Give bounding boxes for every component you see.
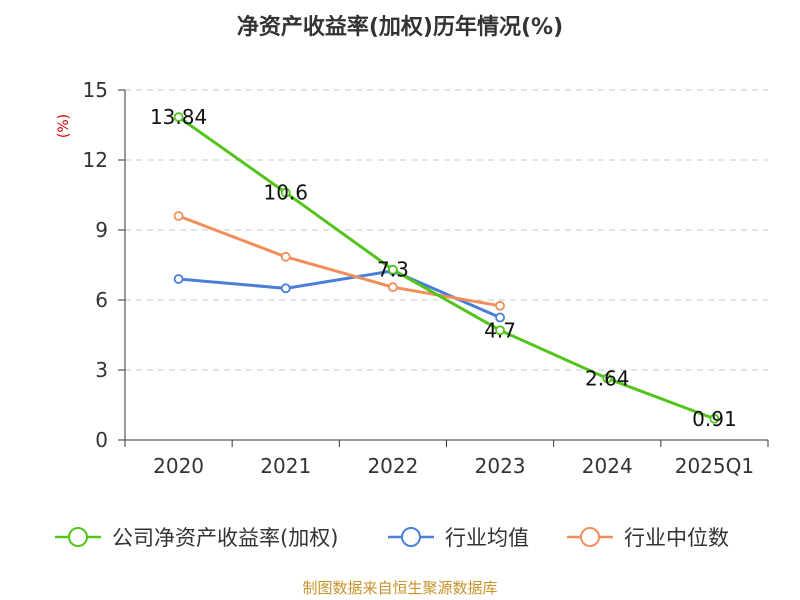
data-point-s2-2020: [173, 211, 184, 221]
data-point-s0-2022: [388, 264, 398, 275]
data-label-2022: 7.3: [377, 258, 409, 282]
y-tick-label-15: 15: [83, 78, 108, 102]
data-point-s2-2022: [388, 282, 398, 293]
data-point-s0-2024: [602, 373, 613, 384]
legend-marker-2: [580, 527, 600, 547]
data-point-s0-2021: [280, 187, 291, 198]
y-axis-unit: (%): [56, 114, 72, 138]
data-point-s2-2023: [495, 300, 505, 311]
source-note: 制图数据来自恒生聚源数据库: [302, 579, 497, 597]
x-tick-label-2025Q1: 2025Q1: [675, 454, 754, 478]
data-label-2024: 2.64: [585, 366, 630, 390]
legend-marker-1: [401, 527, 421, 547]
legend-marker-0: [68, 527, 88, 547]
legend: 公司净资产收益率(加权) 行业均值 行业中位数: [55, 526, 729, 550]
axes: 0 3 6 9 12 15 2020 2021 2022 2023 2024 2025Q1: [83, 78, 769, 478]
data-point-s0-2023: [495, 325, 505, 336]
series-points: [173, 112, 720, 424]
x-tick-label-2022: 2022: [367, 454, 418, 478]
data-label-2020: 13.84: [150, 105, 207, 129]
data-point-s0-2025Q1: [709, 413, 720, 424]
chart-title: 净资产收益率(加权)历年情况(%): [237, 14, 563, 40]
y-tick-label-0: 0: [95, 428, 108, 452]
data-point-s2-2021: [280, 251, 291, 262]
x-tick-label-2024: 2024: [582, 454, 633, 478]
data-label-2023: 4.7: [484, 318, 516, 342]
y-tick-label-3: 3: [95, 358, 108, 382]
series-line-2: [178, 214, 501, 308]
data-point-s1-2020: [173, 274, 184, 284]
legend-label-1: 行业均值: [445, 526, 529, 550]
x-tick-label-2021: 2021: [260, 454, 311, 478]
series-lines: [177, 115, 715, 421]
data-label-2021: 10.6: [263, 181, 308, 205]
data-point-s0-2020: [173, 112, 184, 122]
series-line-1: [178, 269, 501, 319]
grid-lines: [125, 89, 768, 371]
y-tick-label-9: 9: [95, 218, 108, 242]
y-tick-label-12: 12: [83, 148, 108, 172]
data-label-2025Q1: 0.91: [692, 407, 737, 431]
y-tick-label-6: 6: [95, 288, 108, 312]
legend-label-0: 公司净资产收益率(加权): [112, 526, 338, 550]
legend-label-2: 行业中位数: [624, 526, 729, 550]
data-labels: 13.84 10.6 7.3 4.7 2.64 0.91: [150, 105, 737, 431]
x-tick-label-2023: 2023: [475, 454, 526, 478]
data-point-s1-2021: [280, 283, 291, 294]
series-line-0: [177, 115, 715, 421]
x-tick-label-2020: 2020: [153, 454, 204, 478]
data-point-s1-2023: [495, 312, 505, 323]
